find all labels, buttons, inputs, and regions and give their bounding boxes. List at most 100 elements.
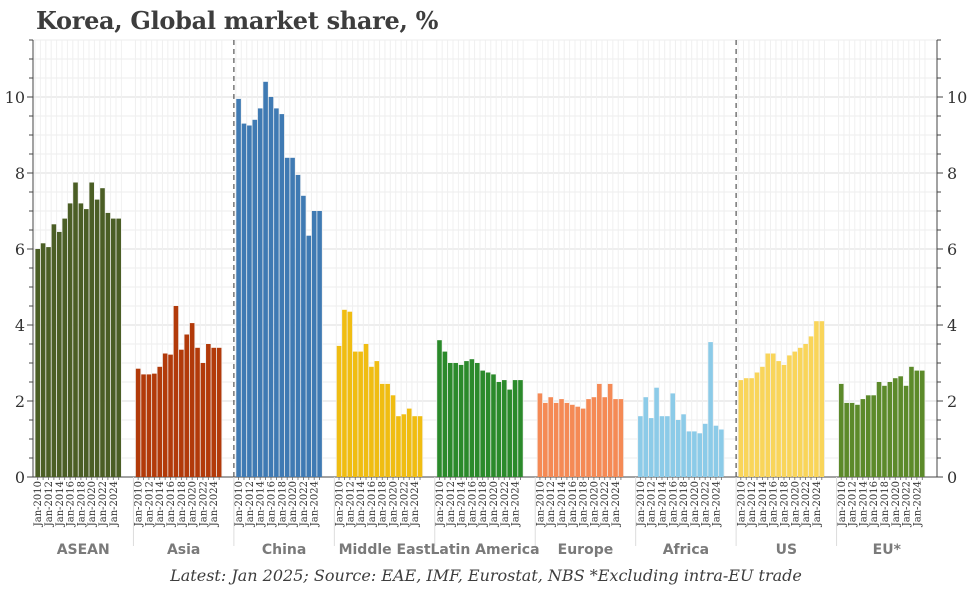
x-tick-label: Jan-2022 bbox=[98, 481, 109, 527]
x-tick-label: Jan-2012 bbox=[44, 481, 55, 527]
bar bbox=[865, 395, 871, 477]
x-tick-label: Jan-2016 bbox=[266, 481, 277, 527]
bar bbox=[447, 363, 453, 477]
x-tick-label: Jan-2022 bbox=[701, 481, 712, 527]
y-tick-label-right: 0 bbox=[947, 468, 957, 487]
x-tick-label: Jan-2024 bbox=[109, 481, 120, 527]
bar bbox=[236, 98, 241, 478]
bar bbox=[580, 408, 586, 477]
x-tick-label: Jan-2012 bbox=[446, 481, 457, 527]
bar bbox=[844, 402, 849, 477]
bar bbox=[860, 399, 866, 477]
bar bbox=[903, 385, 909, 477]
bar bbox=[898, 376, 903, 477]
bar bbox=[697, 433, 703, 477]
bar bbox=[116, 218, 121, 477]
group-label: Europe bbox=[558, 542, 614, 558]
x-tick-label: Jan-2022 bbox=[600, 481, 611, 527]
bar bbox=[206, 344, 211, 477]
x-tick-label: Jan-2010 bbox=[234, 481, 245, 527]
bar bbox=[914, 370, 920, 477]
bar bbox=[306, 235, 312, 477]
y-tick-label-left: 4 bbox=[15, 316, 25, 335]
bar bbox=[184, 334, 190, 477]
bar bbox=[501, 380, 507, 477]
bar bbox=[743, 378, 749, 477]
bar bbox=[437, 340, 442, 477]
x-tick-label: Jan-2020 bbox=[790, 481, 801, 527]
bar bbox=[797, 347, 803, 477]
group-label: China bbox=[262, 542, 306, 558]
group-label: Asia bbox=[167, 542, 200, 558]
bar bbox=[390, 395, 396, 477]
x-tick-label: Jan-2016 bbox=[66, 481, 77, 527]
bar bbox=[157, 366, 163, 477]
bar bbox=[586, 399, 591, 477]
bar bbox=[363, 344, 369, 477]
bar bbox=[352, 351, 358, 477]
bar bbox=[507, 389, 512, 477]
x-tick-label: Jan-2018 bbox=[76, 481, 87, 527]
bar bbox=[919, 370, 925, 477]
bar bbox=[94, 199, 100, 477]
bar bbox=[882, 385, 887, 477]
bar bbox=[417, 416, 423, 477]
x-tick-label: Jan-2012 bbox=[647, 481, 658, 527]
bar bbox=[564, 402, 570, 477]
x-tick-label: Jan-2016 bbox=[568, 481, 579, 527]
bar bbox=[67, 203, 73, 477]
x-tick-label: Jan-2022 bbox=[198, 481, 209, 527]
bar bbox=[548, 397, 554, 477]
group-label: Middle East bbox=[339, 542, 431, 558]
bar bbox=[469, 359, 475, 477]
bar bbox=[252, 119, 258, 478]
x-tick-label: Jan-2018 bbox=[880, 481, 891, 527]
bar bbox=[887, 382, 893, 477]
bar bbox=[618, 399, 624, 477]
x-tick-label: Jan-2014 bbox=[356, 481, 367, 527]
bar bbox=[591, 397, 597, 477]
bar bbox=[814, 321, 819, 477]
y-tick-label-left: 2 bbox=[15, 392, 25, 411]
x-tick-label: Jan-2010 bbox=[134, 481, 145, 527]
bar bbox=[702, 423, 708, 477]
x-tick-label: Jan-2018 bbox=[277, 481, 288, 527]
bar bbox=[51, 224, 57, 477]
bar bbox=[719, 429, 724, 477]
x-tick-label: Jan-2014 bbox=[557, 481, 568, 527]
bar bbox=[838, 383, 844, 477]
bar bbox=[749, 378, 754, 477]
bar bbox=[597, 383, 602, 477]
x-tick-label: Jan-2010 bbox=[435, 481, 446, 527]
bar bbox=[311, 211, 317, 477]
bar bbox=[40, 243, 46, 477]
bar bbox=[765, 353, 771, 477]
x-tick-label: Jan-2012 bbox=[546, 481, 557, 527]
bar bbox=[412, 416, 417, 477]
x-tick-label: Jan-2024 bbox=[511, 481, 522, 527]
bar bbox=[781, 364, 787, 477]
y-tick-label-right: 4 bbox=[947, 316, 957, 335]
x-tick-label: Jan-2020 bbox=[589, 481, 600, 527]
bar bbox=[317, 211, 322, 477]
x-tick-label: Jan-2024 bbox=[310, 481, 321, 527]
bar bbox=[760, 366, 765, 477]
bar bbox=[78, 203, 84, 477]
bar bbox=[301, 195, 306, 478]
x-tick-label: Jan-2014 bbox=[457, 481, 468, 527]
group-label: EU* bbox=[873, 542, 902, 558]
bar bbox=[819, 321, 825, 477]
bar bbox=[485, 372, 491, 477]
bar bbox=[284, 157, 290, 478]
chart-caption: Latest: Jan 2025; Source: EAE, IMF, Euro… bbox=[170, 566, 802, 585]
x-tick-label: Jan-2010 bbox=[837, 481, 848, 527]
bar bbox=[84, 209, 89, 477]
bar bbox=[89, 182, 94, 477]
bar bbox=[374, 361, 380, 477]
bar bbox=[279, 114, 285, 477]
bar bbox=[849, 402, 855, 477]
x-tick-label: Jan-2024 bbox=[410, 481, 421, 527]
x-tick-label: Jan-2018 bbox=[478, 481, 489, 527]
bar bbox=[808, 336, 814, 477]
bar bbox=[111, 218, 116, 477]
